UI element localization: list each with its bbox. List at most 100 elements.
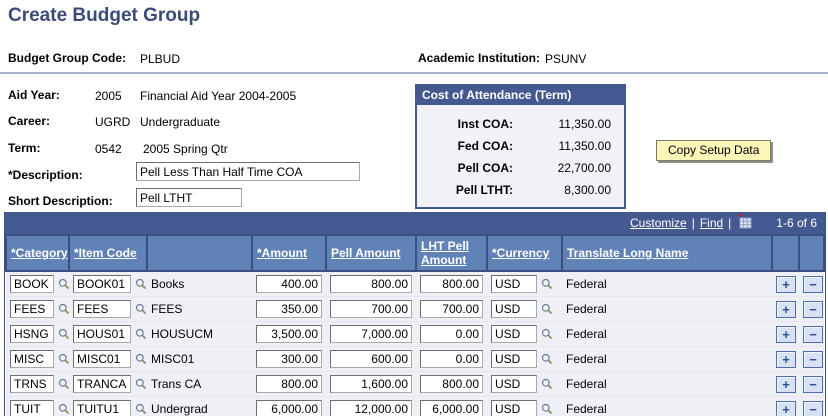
item-code-input[interactable] xyxy=(73,400,131,416)
remove-row-button[interactable]: − xyxy=(803,300,823,318)
pell-amount-input[interactable] xyxy=(330,350,412,368)
add-row-button[interactable]: + xyxy=(776,275,796,293)
currency-lookup-icon[interactable] xyxy=(541,303,553,318)
add-row-button[interactable]: + xyxy=(776,350,796,368)
item-code-lookup-icon[interactable] xyxy=(135,353,147,368)
table-row: HOUSUCM Federal + − xyxy=(6,321,824,347)
add-row-button[interactable]: + xyxy=(776,375,796,393)
section-divider xyxy=(0,72,828,74)
fed-coa-label: Fed COA: xyxy=(457,139,513,153)
translate-long-name: Federal xyxy=(562,396,772,416)
category-lookup-icon[interactable] xyxy=(58,378,69,393)
category-lookup-icon[interactable] xyxy=(58,303,69,318)
pell-amount-input[interactable] xyxy=(330,325,412,343)
table-row: Trans CA Federal + − xyxy=(6,371,824,397)
item-code-input[interactable] xyxy=(73,375,131,393)
item-code-input[interactable] xyxy=(73,300,131,318)
item-code-lookup-icon[interactable] xyxy=(135,328,147,343)
remove-row-button[interactable]: − xyxy=(803,375,823,393)
currency-input[interactable] xyxy=(491,275,537,293)
add-row-button[interactable]: + xyxy=(776,300,796,318)
add-row-button[interactable]: + xyxy=(776,400,796,416)
col-header-amount: *Amount xyxy=(251,234,327,272)
description-input[interactable] xyxy=(136,162,360,181)
item-code-lookup-icon[interactable] xyxy=(135,378,147,393)
category-input[interactable] xyxy=(10,325,54,343)
pell-coa-label: Pell COA: xyxy=(457,161,513,175)
currency-input[interactable] xyxy=(491,350,537,368)
amount-input[interactable] xyxy=(256,300,322,318)
download-to-excel-icon[interactable] xyxy=(737,214,753,232)
page-title: Create Budget Group xyxy=(8,5,201,26)
remove-row-button[interactable]: − xyxy=(803,350,823,368)
category-input[interactable] xyxy=(10,275,54,293)
term-label: Term: xyxy=(8,141,41,155)
currency-lookup-icon[interactable] xyxy=(541,378,553,393)
coa-row-inst: Inst COA: 11,350.00 xyxy=(417,113,624,135)
lht-pell-amount-input[interactable] xyxy=(420,325,483,343)
remove-row-button[interactable]: − xyxy=(803,325,823,343)
category-lookup-icon[interactable] xyxy=(58,353,69,368)
amount-input[interactable] xyxy=(256,350,322,368)
lht-pell-amount-input[interactable] xyxy=(420,275,483,293)
item-code-input[interactable] xyxy=(73,325,131,343)
lht-pell-amount-input[interactable] xyxy=(420,350,483,368)
category-input[interactable] xyxy=(10,375,54,393)
lht-pell-amount-input[interactable] xyxy=(420,400,483,416)
item-code-input[interactable] xyxy=(73,350,131,368)
currency-lookup-icon[interactable] xyxy=(541,328,553,343)
aid-year-description: Financial Aid Year 2004-2005 xyxy=(140,89,297,103)
remove-row-button[interactable]: − xyxy=(803,400,823,416)
item-description: Books xyxy=(147,271,252,297)
currency-input[interactable] xyxy=(491,325,537,343)
lht-pell-amount-input[interactable] xyxy=(420,375,483,393)
add-row-button[interactable]: + xyxy=(776,325,796,343)
pell-amount-input[interactable] xyxy=(330,275,412,293)
category-input[interactable] xyxy=(10,400,54,416)
customize-link[interactable]: Customize xyxy=(630,216,687,230)
remove-row-button[interactable]: − xyxy=(803,275,823,293)
translate-long-name: Federal xyxy=(562,296,772,322)
currency-input[interactable] xyxy=(491,300,537,318)
category-lookup-icon[interactable] xyxy=(58,328,69,343)
amount-input[interactable] xyxy=(256,400,322,416)
table-row: FEES Federal + − xyxy=(6,296,824,322)
table-row: MISC01 Federal + − xyxy=(6,346,824,372)
currency-input[interactable] xyxy=(491,400,537,416)
table-row: Books Federal + − xyxy=(6,271,824,297)
col-header-blank xyxy=(146,234,253,272)
currency-lookup-icon[interactable] xyxy=(541,403,553,416)
category-lookup-icon[interactable] xyxy=(58,403,69,416)
pell-amount-input[interactable] xyxy=(330,375,412,393)
short-description-input[interactable] xyxy=(136,188,242,207)
find-link[interactable]: Find xyxy=(699,216,724,230)
col-header-remove xyxy=(798,234,825,272)
category-input[interactable] xyxy=(10,300,54,318)
row-count: 1-6 of 6 xyxy=(776,216,817,230)
pell-amount-input[interactable] xyxy=(330,300,412,318)
item-code-input[interactable] xyxy=(73,275,131,293)
item-description: HOUSUCM xyxy=(147,321,252,347)
career-label: Career: xyxy=(8,114,51,128)
currency-lookup-icon[interactable] xyxy=(541,278,553,293)
career-code: UGRD xyxy=(95,115,131,129)
amount-input[interactable] xyxy=(256,375,322,393)
copy-setup-data-button[interactable]: Copy Setup Data xyxy=(656,140,772,161)
lht-pell-amount-input[interactable] xyxy=(420,300,483,318)
item-description: Undergrad xyxy=(147,396,252,416)
pell-ltht-value: 8,300.00 xyxy=(564,183,611,197)
cost-of-attendance-title: Cost of Attendance (Term) xyxy=(417,86,624,105)
item-code-lookup-icon[interactable] xyxy=(135,278,147,293)
item-code-lookup-icon[interactable] xyxy=(135,403,147,416)
amount-input[interactable] xyxy=(256,275,322,293)
amount-input[interactable] xyxy=(256,325,322,343)
category-input[interactable] xyxy=(10,350,54,368)
currency-input[interactable] xyxy=(491,375,537,393)
inst-coa-label: Inst COA: xyxy=(457,117,513,131)
pell-amount-input[interactable] xyxy=(330,400,412,416)
item-code-lookup-icon[interactable] xyxy=(135,303,147,318)
category-lookup-icon[interactable] xyxy=(58,278,69,293)
translate-long-name: Federal xyxy=(562,371,772,397)
currency-lookup-icon[interactable] xyxy=(541,353,553,368)
